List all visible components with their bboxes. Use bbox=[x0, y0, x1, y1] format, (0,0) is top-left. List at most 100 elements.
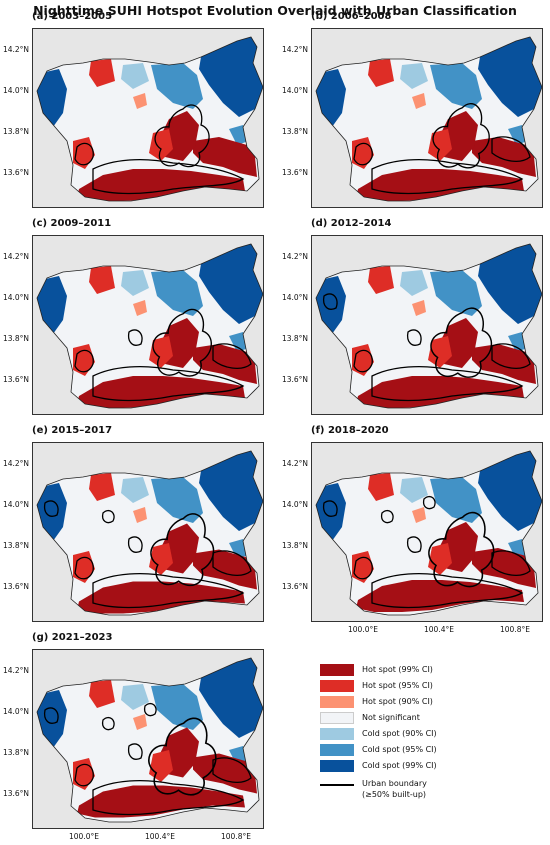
x-tick-label: 100.0°E bbox=[69, 832, 99, 841]
y-tick-label: 13.8°N bbox=[281, 541, 308, 550]
y-tick-label: 13.6°N bbox=[2, 582, 29, 591]
cold-spot-area bbox=[151, 477, 203, 523]
urban-boundary-contour bbox=[74, 349, 94, 373]
panel-title: (f) 2018–2020 bbox=[311, 425, 389, 436]
hot-spot-area bbox=[368, 59, 394, 87]
hotspot-map bbox=[315, 243, 542, 409]
legend-label: Hot spot (99% CI) bbox=[362, 665, 433, 674]
region-outline bbox=[315, 243, 542, 409]
panel-title: (e) 2015–2017 bbox=[32, 425, 113, 436]
hotspot-map bbox=[315, 36, 542, 202]
legend-item-not-significant: Not significant bbox=[320, 712, 540, 726]
urban-boundary-contour bbox=[74, 142, 94, 166]
y-tick-label: 14.2°N bbox=[2, 666, 29, 675]
urban-boundary-contour bbox=[371, 158, 524, 195]
panel-title: (b) 2006–2008 bbox=[311, 11, 392, 22]
hot-spot-area bbox=[472, 137, 536, 177]
urban-boundary-contour bbox=[322, 500, 338, 517]
urban-boundary-contour bbox=[92, 779, 245, 816]
hot-spot-area bbox=[89, 266, 115, 294]
urban-boundary-contour bbox=[491, 136, 531, 163]
region-outline bbox=[315, 36, 542, 202]
legend-label: Hot spot (90% CI) bbox=[362, 697, 433, 706]
map-panel: (g) 2021–2023 14.2°N 14.0°N 13.8°N 13.6°N 100… bbox=[3, 632, 264, 841]
hot-spot-area bbox=[133, 507, 147, 523]
hot-spot-area bbox=[77, 581, 245, 614]
legend-swatch bbox=[320, 664, 354, 676]
legend-label: Urban boundary bbox=[362, 779, 427, 788]
cold-spot-area bbox=[430, 477, 482, 523]
cold-spot-area bbox=[199, 37, 263, 117]
cold-spot-area bbox=[37, 69, 67, 127]
urban-boundary-contour bbox=[491, 343, 531, 370]
urban-boundary-contour bbox=[353, 142, 373, 166]
map-panel: (d) 2012–2014 14.2°N 14.0°N 13.8°N 13.6°N bbox=[282, 218, 543, 415]
legend-item-hot-90: Hot spot (90% CI) bbox=[320, 696, 540, 710]
urban-boundary-contour bbox=[143, 702, 157, 717]
cold-spot-area bbox=[151, 63, 203, 109]
urban-boundary-contour bbox=[74, 556, 94, 580]
hot-spot-area bbox=[428, 543, 452, 575]
map-frame bbox=[311, 442, 543, 622]
cold-spot-area bbox=[430, 270, 482, 316]
y-tick-label: 14.2°N bbox=[2, 45, 29, 54]
x-tick-label: 100.8°E bbox=[221, 832, 251, 841]
urban-boundary-contour bbox=[353, 556, 373, 580]
y-tick-label: 14.2°N bbox=[281, 252, 308, 261]
legend-item-cold-95: Cold spot (95% CI) bbox=[320, 744, 540, 758]
y-tick-label: 14.0°N bbox=[2, 293, 29, 302]
y-tick-label: 13.6°N bbox=[2, 168, 29, 177]
y-tick-label: 13.8°N bbox=[2, 748, 29, 757]
y-tick-label: 14.0°N bbox=[2, 707, 29, 716]
figure-title: Nighttime SUHI Hotspot Evolution Overlai… bbox=[33, 3, 517, 18]
cold-spot-area bbox=[478, 451, 542, 531]
hot-spot-area bbox=[368, 266, 394, 294]
x-tick-label: 100.0°E bbox=[348, 625, 378, 634]
cold-spot-area bbox=[400, 270, 428, 296]
hotspot-map bbox=[36, 243, 263, 409]
urban-boundary-contour bbox=[406, 329, 422, 346]
y-tick-label: 13.8°N bbox=[2, 541, 29, 550]
urban-boundary-contour bbox=[92, 158, 245, 195]
y-tick-label: 14.2°N bbox=[2, 252, 29, 261]
map-frame bbox=[32, 649, 264, 829]
cold-spot-area bbox=[316, 276, 346, 334]
hot-spot-area bbox=[412, 507, 426, 523]
x-tick-label: 100.4°E bbox=[145, 832, 175, 841]
legend-swatch bbox=[320, 744, 354, 756]
hot-spot-area bbox=[412, 300, 426, 316]
hot-spot-area bbox=[89, 680, 115, 708]
hot-spot-area bbox=[133, 714, 147, 730]
legend-item-hot-95: Hot spot (95% CI) bbox=[320, 680, 540, 694]
legend-item-cold-90: Cold spot (90% CI) bbox=[320, 728, 540, 742]
hot-spot-area bbox=[89, 473, 115, 501]
map-frame bbox=[32, 442, 264, 622]
map-panel: (a) 2003–2005 14.2°N 14.0°N 13.8°N 13.6°N bbox=[3, 11, 264, 208]
y-tick-label: 14.0°N bbox=[2, 500, 29, 509]
legend-label: Cold spot (95% CI) bbox=[362, 745, 437, 754]
cold-spot-area bbox=[400, 63, 428, 89]
x-tick-label: 100.4°E bbox=[424, 625, 454, 634]
hotspot-map bbox=[36, 36, 263, 202]
map-panel: (c) 2009–2011 14.2°N 14.0°N 13.8°N 13.6°N bbox=[3, 218, 264, 415]
y-tick-label: 14.2°N bbox=[281, 45, 308, 54]
urban-boundary-contour bbox=[101, 716, 115, 731]
legend-swatch bbox=[320, 696, 354, 708]
cold-spot-area bbox=[121, 477, 149, 503]
legend-label: Not significant bbox=[362, 713, 420, 722]
urban-boundary-contour bbox=[92, 365, 245, 402]
urban-boundary-contour bbox=[428, 511, 495, 588]
legend-swatch bbox=[320, 680, 354, 692]
urban-boundary-contour bbox=[491, 550, 531, 577]
y-tick-label: 13.6°N bbox=[2, 375, 29, 384]
y-tick-label: 13.6°N bbox=[281, 582, 308, 591]
y-tick-label: 13.6°N bbox=[2, 789, 29, 798]
legend-swatch bbox=[320, 760, 354, 772]
cold-spot-area bbox=[121, 63, 149, 89]
legend-swatch bbox=[320, 728, 354, 740]
hot-spot-area bbox=[77, 785, 245, 818]
hot-spot-area bbox=[368, 473, 394, 501]
cold-spot-area bbox=[430, 63, 482, 109]
urban-boundary-contour bbox=[150, 513, 215, 586]
hot-spot-area bbox=[149, 336, 173, 368]
